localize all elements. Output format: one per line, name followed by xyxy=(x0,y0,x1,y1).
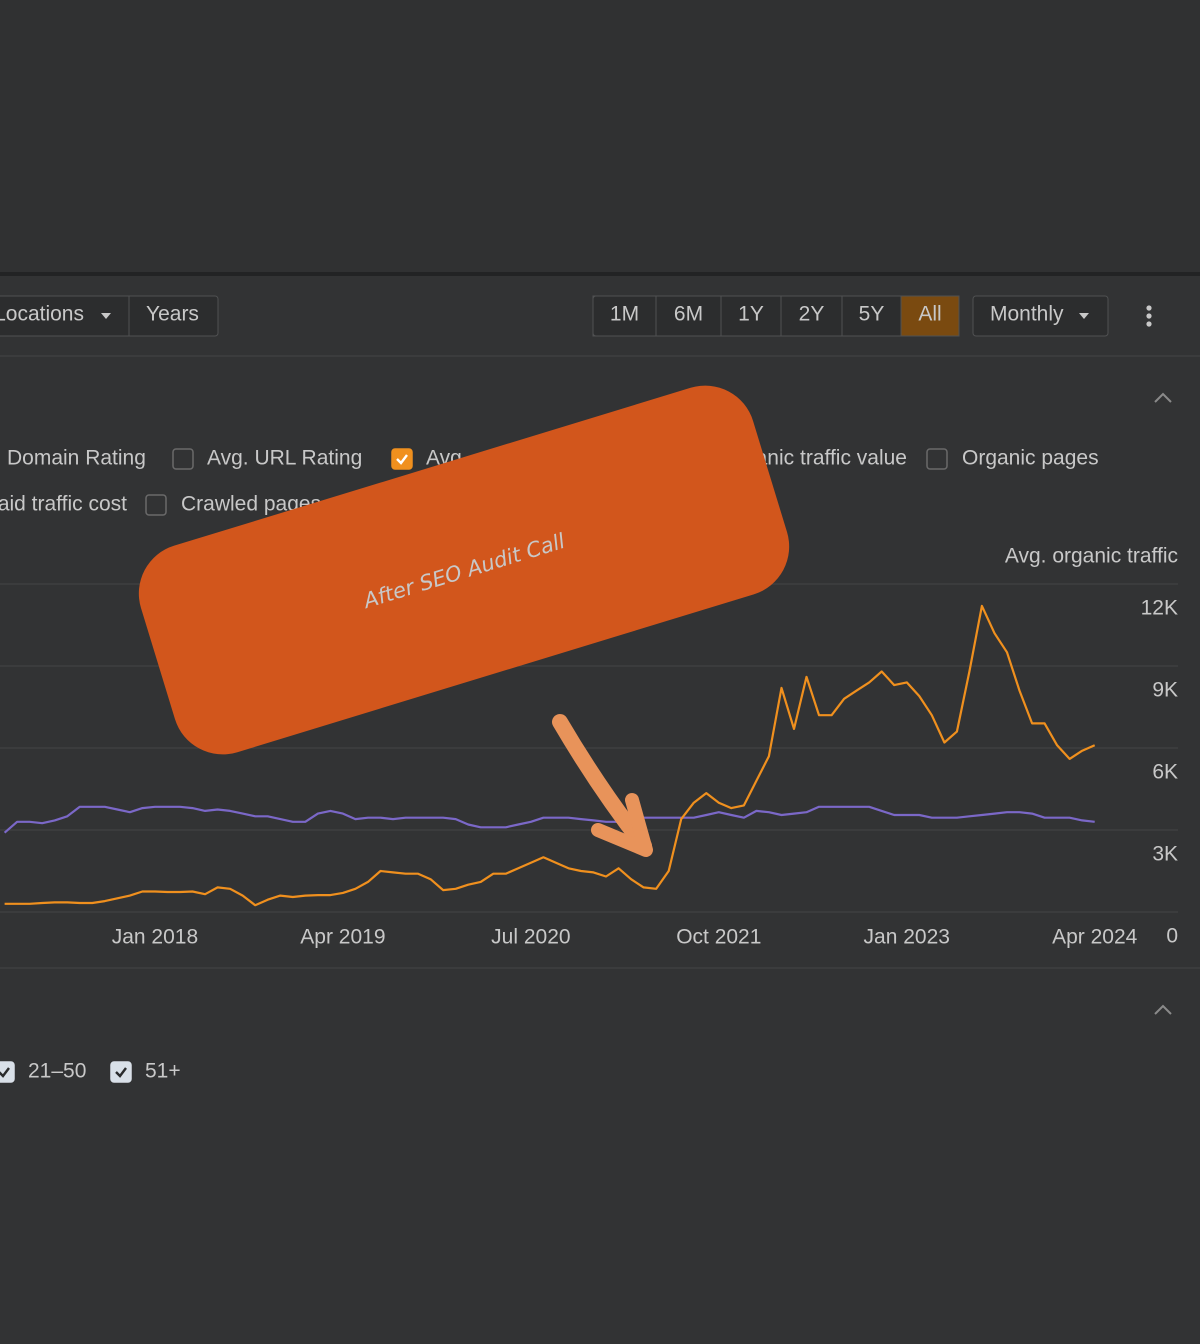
menu-dot[interactable] xyxy=(1146,305,1152,311)
check-mark xyxy=(396,454,408,465)
menu-dot[interactable] xyxy=(1146,321,1152,327)
range-button[interactable] xyxy=(900,295,960,337)
x-tick-label: Oct 2021 xyxy=(676,926,761,949)
checkbox[interactable] xyxy=(110,1061,132,1083)
caret xyxy=(101,313,111,319)
x-tick-label: Jan 2018 xyxy=(112,926,198,949)
dropdown[interactable] xyxy=(0,295,219,337)
metric-label: Domain Rating xyxy=(7,447,146,470)
top-band xyxy=(0,0,1200,272)
series-line xyxy=(4,604,1096,907)
series-line xyxy=(3,805,1095,834)
range-label: 5Y xyxy=(859,303,885,326)
collapse-icon[interactable] xyxy=(1154,1004,1172,1015)
range-label: 1Y xyxy=(738,303,764,326)
range-label: All xyxy=(918,303,941,326)
metric-label: Organic traffic value xyxy=(721,447,907,470)
x-tick-label: Jul 2020 xyxy=(491,926,570,949)
metric-label: Crawled pages xyxy=(181,493,321,516)
annotation-arrowhead xyxy=(591,793,653,857)
interval-label: Monthly xyxy=(990,303,1064,326)
annotation-arrow xyxy=(552,714,652,854)
y-tick-label: 12K xyxy=(1141,597,1178,620)
y-axis-title: Avg. organic traffic xyxy=(1005,545,1178,568)
metric-label: Avg. URL Rating xyxy=(207,447,362,470)
check-mark xyxy=(115,1067,127,1078)
dropdown-label: Locations xyxy=(0,303,84,326)
checkbox[interactable] xyxy=(926,448,948,470)
divider xyxy=(0,272,1200,276)
interval-dropdown[interactable] xyxy=(972,295,1109,337)
y-tick-label: 9K xyxy=(1152,679,1178,702)
metric-label: Paid traffic cost xyxy=(0,493,127,516)
y-tick-label: 0 xyxy=(1166,925,1178,948)
metric-label: Organic pages xyxy=(962,447,1099,470)
checkbox[interactable] xyxy=(391,448,413,470)
position-label: 51+ xyxy=(145,1060,181,1083)
annotation: After SEO Audit Call xyxy=(138,385,790,755)
range-label: 6M xyxy=(674,303,703,326)
range-label: 1M xyxy=(610,303,639,326)
button-label: Years xyxy=(146,303,199,326)
check-mark xyxy=(0,1067,10,1078)
checkbox[interactable] xyxy=(172,448,194,470)
range-label: 2Y xyxy=(799,303,825,326)
menu-dot[interactable] xyxy=(1146,313,1152,319)
annotation-label-bg xyxy=(138,385,790,755)
position-label: 21–50 xyxy=(28,1060,86,1083)
x-tick-label: Jan 2023 xyxy=(864,926,950,949)
collapse-icon[interactable] xyxy=(1154,392,1172,403)
y-tick-label: 3K xyxy=(1152,843,1178,866)
x-tick-label: Apr 2019 xyxy=(300,926,385,949)
x-tick-label: Apr 2024 xyxy=(1052,926,1138,949)
y-tick-label: 6K xyxy=(1152,761,1178,784)
caret xyxy=(1079,313,1089,319)
checkbox[interactable] xyxy=(145,494,167,516)
